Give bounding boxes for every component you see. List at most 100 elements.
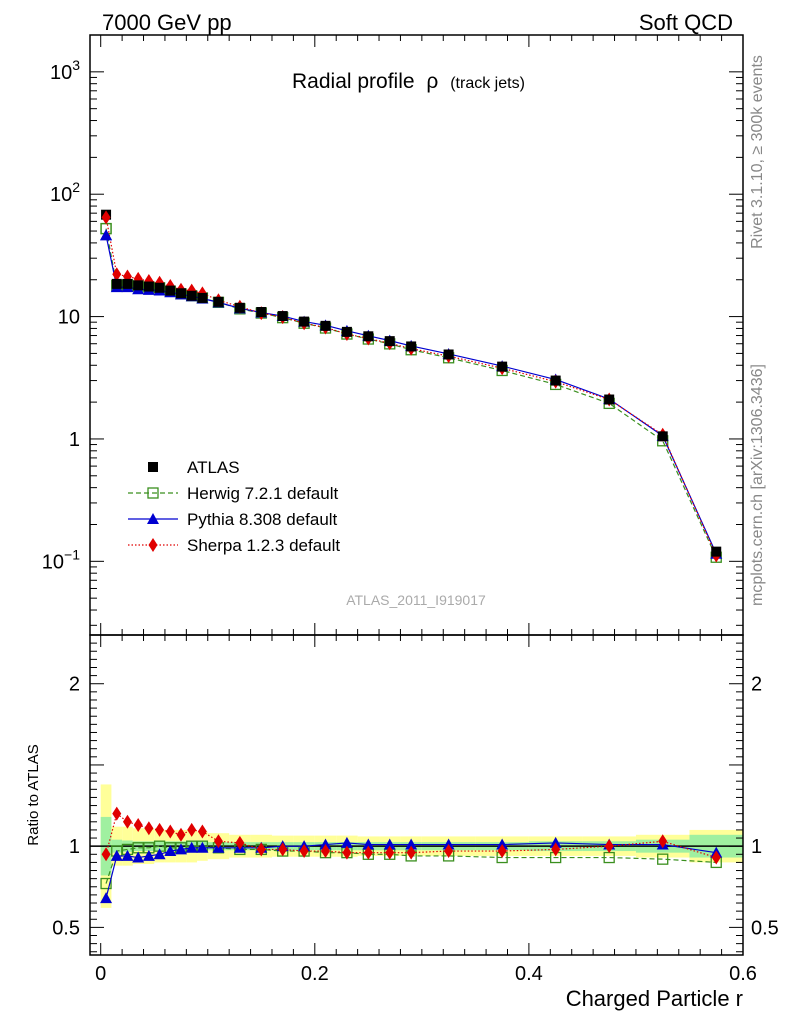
- data-point: [185, 841, 198, 853]
- analysis-id: ATLAS_2011_I919017: [346, 592, 486, 608]
- y-tick-label: 10−1: [42, 546, 80, 573]
- legend-label: Pythia 8.308 default: [187, 510, 338, 529]
- ratio-y-tick-label-right: 2: [751, 674, 762, 696]
- data-point: [147, 513, 159, 524]
- data-point: [122, 278, 133, 289]
- data-point: [277, 311, 288, 322]
- data-point: [342, 845, 352, 860]
- series-line-ratio: [105, 845, 717, 884]
- axis-tick-labels: 0 0.2 0.4 0.6 10−1 1 10 102 103 0.5 0.5 1 1 2 2: [42, 57, 779, 985]
- data-point: [144, 821, 154, 836]
- data-point: [604, 394, 615, 405]
- data-point: [148, 462, 158, 472]
- x-tick-label: 0: [95, 963, 106, 985]
- data-point: [444, 844, 454, 859]
- data-point: [111, 278, 122, 289]
- rivet-label: Rivet 3.1.10, ≥ 300k events: [749, 55, 766, 249]
- data-point: [406, 341, 417, 352]
- data-point: [133, 818, 143, 833]
- data-point: [132, 851, 145, 863]
- data-point: [197, 292, 208, 303]
- data-point: [165, 285, 176, 296]
- ratio-series-group: [100, 806, 723, 904]
- data-point: [256, 842, 266, 857]
- data-point: [100, 877, 112, 890]
- data-point: [278, 842, 288, 857]
- data-point: [405, 838, 418, 850]
- data-point: [110, 849, 123, 861]
- data-point: [363, 331, 374, 342]
- data-point: [384, 336, 395, 347]
- legend: ATLAS Herwig 7.2.1 default Pythia 8.308 de…: [128, 458, 340, 555]
- data-point: [213, 834, 223, 849]
- ratio-y-tick-label: 1: [69, 836, 80, 858]
- data-point: [497, 844, 507, 859]
- data-point: [197, 824, 207, 839]
- data-point: [340, 836, 353, 848]
- data-point: [235, 835, 245, 850]
- header-right: Soft QCD: [639, 10, 733, 35]
- legend-label: Sherpa 1.2.3 default: [187, 536, 340, 555]
- plot-title-symbol: ρ: [426, 70, 438, 93]
- data-point: [112, 806, 122, 821]
- data-point: [213, 296, 224, 307]
- plot-title-suffix: (track jets): [450, 75, 525, 92]
- data-point: [362, 838, 375, 850]
- data-point: [551, 842, 561, 857]
- data-point: [299, 844, 309, 859]
- data-point: [122, 814, 132, 829]
- data-point: [320, 320, 331, 331]
- data-point: [256, 307, 267, 318]
- series-line-main: [105, 228, 717, 558]
- data-point: [299, 316, 310, 327]
- y-tick-label: 1: [69, 429, 80, 451]
- ratio-y-tick-label: 0.5: [52, 917, 80, 939]
- data-point: [234, 302, 245, 313]
- main-series-group: [100, 209, 723, 563]
- plot-title: Radial profile ρ (track jets): [292, 70, 525, 93]
- series-line-main: [105, 217, 717, 556]
- mcplots-label: mcplots.cern.ch [arXiv:1306.3436]: [749, 364, 766, 606]
- data-point: [406, 845, 416, 860]
- data-point: [711, 546, 722, 557]
- ratio-y-axis-label: Ratio to ATLAS: [25, 744, 42, 845]
- ratio-y-tick-label: 2: [69, 674, 80, 696]
- data-point: [443, 349, 454, 360]
- data-point: [153, 848, 166, 860]
- data-point: [155, 822, 165, 837]
- header-left: 7000 GeV pp: [102, 10, 232, 35]
- ratio-axis-ticks: [90, 634, 744, 955]
- x-tick-label: 0.6: [729, 963, 757, 985]
- data-point: [383, 838, 396, 850]
- data-point: [196, 841, 209, 853]
- series-line-main: [105, 235, 717, 555]
- data-point: [711, 850, 721, 865]
- plot-title-main: Radial profile: [292, 70, 415, 93]
- data-point: [187, 822, 197, 837]
- data-point: [321, 844, 331, 859]
- data-point: [363, 845, 373, 860]
- data-point: [143, 281, 154, 292]
- y-tick-label: 10: [58, 307, 80, 329]
- data-point: [657, 431, 668, 442]
- data-point: [658, 834, 668, 849]
- data-point: [101, 847, 111, 862]
- legend-label: Herwig 7.2.1 default: [187, 484, 338, 503]
- data-point: [186, 290, 197, 301]
- x-tick-label: 0.2: [301, 963, 329, 985]
- data-point: [341, 326, 352, 337]
- data-point: [604, 839, 614, 854]
- legend-label: ATLAS: [187, 458, 240, 477]
- data-point: [100, 229, 113, 241]
- data-point: [154, 282, 165, 293]
- y-tick-label: 102: [50, 179, 80, 206]
- data-point: [176, 827, 186, 842]
- data-point: [100, 892, 113, 904]
- data-point: [174, 843, 187, 855]
- data-point: [164, 845, 177, 857]
- data-point: [385, 845, 395, 860]
- y-tick-label: 103: [50, 57, 80, 84]
- data-point: [101, 210, 111, 225]
- ratio-y-tick-label-right: 1: [751, 836, 762, 858]
